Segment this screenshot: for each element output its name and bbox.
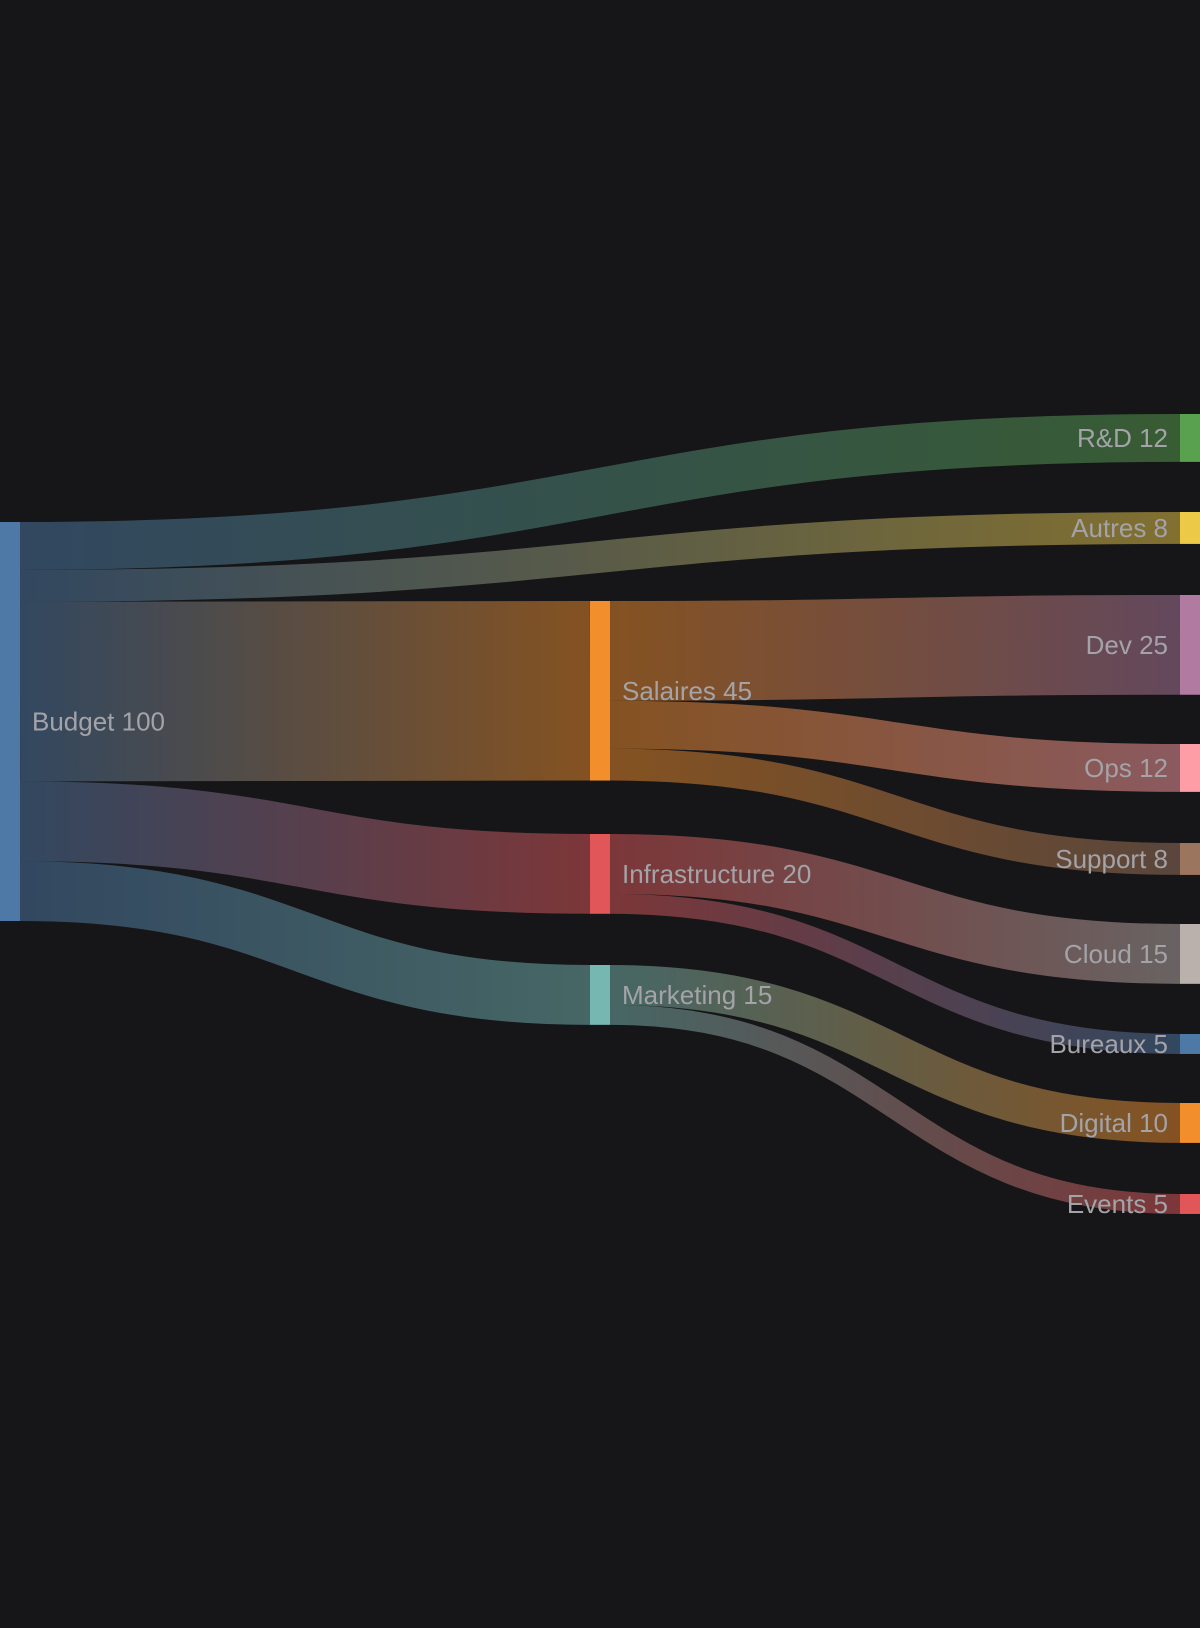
node-label-autres: Autres 8: [1071, 513, 1168, 543]
link-salaires-ops[interactable]: [609, 700, 1181, 792]
node-label-ops: Ops 12: [1084, 753, 1168, 783]
link-infra-cloud[interactable]: [609, 834, 1181, 984]
node-label-dev: Dev 25: [1086, 630, 1168, 660]
node-label-budget: Budget 100: [32, 707, 165, 737]
node-salaires[interactable]: [590, 601, 610, 781]
node-digital[interactable]: [1180, 1103, 1200, 1143]
node-support[interactable]: [1180, 843, 1200, 875]
node-label-support: Support 8: [1055, 844, 1168, 874]
node-budget[interactable]: [0, 522, 20, 921]
node-label-cloud: Cloud 15: [1064, 939, 1168, 969]
node-label-marketing: Marketing 15: [622, 980, 772, 1010]
link-budget-rd[interactable]: [19, 414, 1181, 570]
node-marketing[interactable]: [590, 965, 610, 1025]
node-label-infra: Infrastructure 20: [622, 859, 811, 889]
link-salaires-dev[interactable]: [609, 595, 1181, 701]
node-label-salaires: Salaires 45: [622, 676, 752, 706]
node-bureaux[interactable]: [1180, 1034, 1200, 1054]
labels-layer: Budget 100 Salaires 45 Infrastructure 20 Ma…: [32, 423, 1168, 1219]
node-dev[interactable]: [1180, 595, 1200, 695]
node-infra[interactable]: [590, 834, 610, 914]
link-marketing-digital[interactable]: [609, 965, 1181, 1143]
node-label-rd: R&D 12: [1077, 423, 1168, 453]
link-budget-autres[interactable]: [19, 512, 1181, 602]
node-label-bureaux: Bureaux 5: [1049, 1029, 1168, 1059]
link-budget-salaires[interactable]: [19, 601, 591, 782]
node-cloud[interactable]: [1180, 924, 1200, 984]
node-label-digital: Digital 10: [1060, 1108, 1168, 1138]
node-autres[interactable]: [1180, 512, 1200, 544]
node-events[interactable]: [1180, 1194, 1200, 1214]
link-infra-bureaux[interactable]: [609, 893, 1181, 1054]
nodes-layer: [0, 414, 1200, 1214]
node-ops[interactable]: [1180, 744, 1200, 792]
links-layer: [19, 414, 1181, 1214]
link-marketing-events[interactable]: [609, 1004, 1181, 1214]
node-label-events: Events 5: [1067, 1189, 1168, 1219]
link-budget-infra[interactable]: [19, 781, 591, 914]
link-budget-marketing[interactable]: [19, 861, 591, 1025]
node-rd[interactable]: [1180, 414, 1200, 462]
link-salaires-support[interactable]: [609, 748, 1181, 875]
